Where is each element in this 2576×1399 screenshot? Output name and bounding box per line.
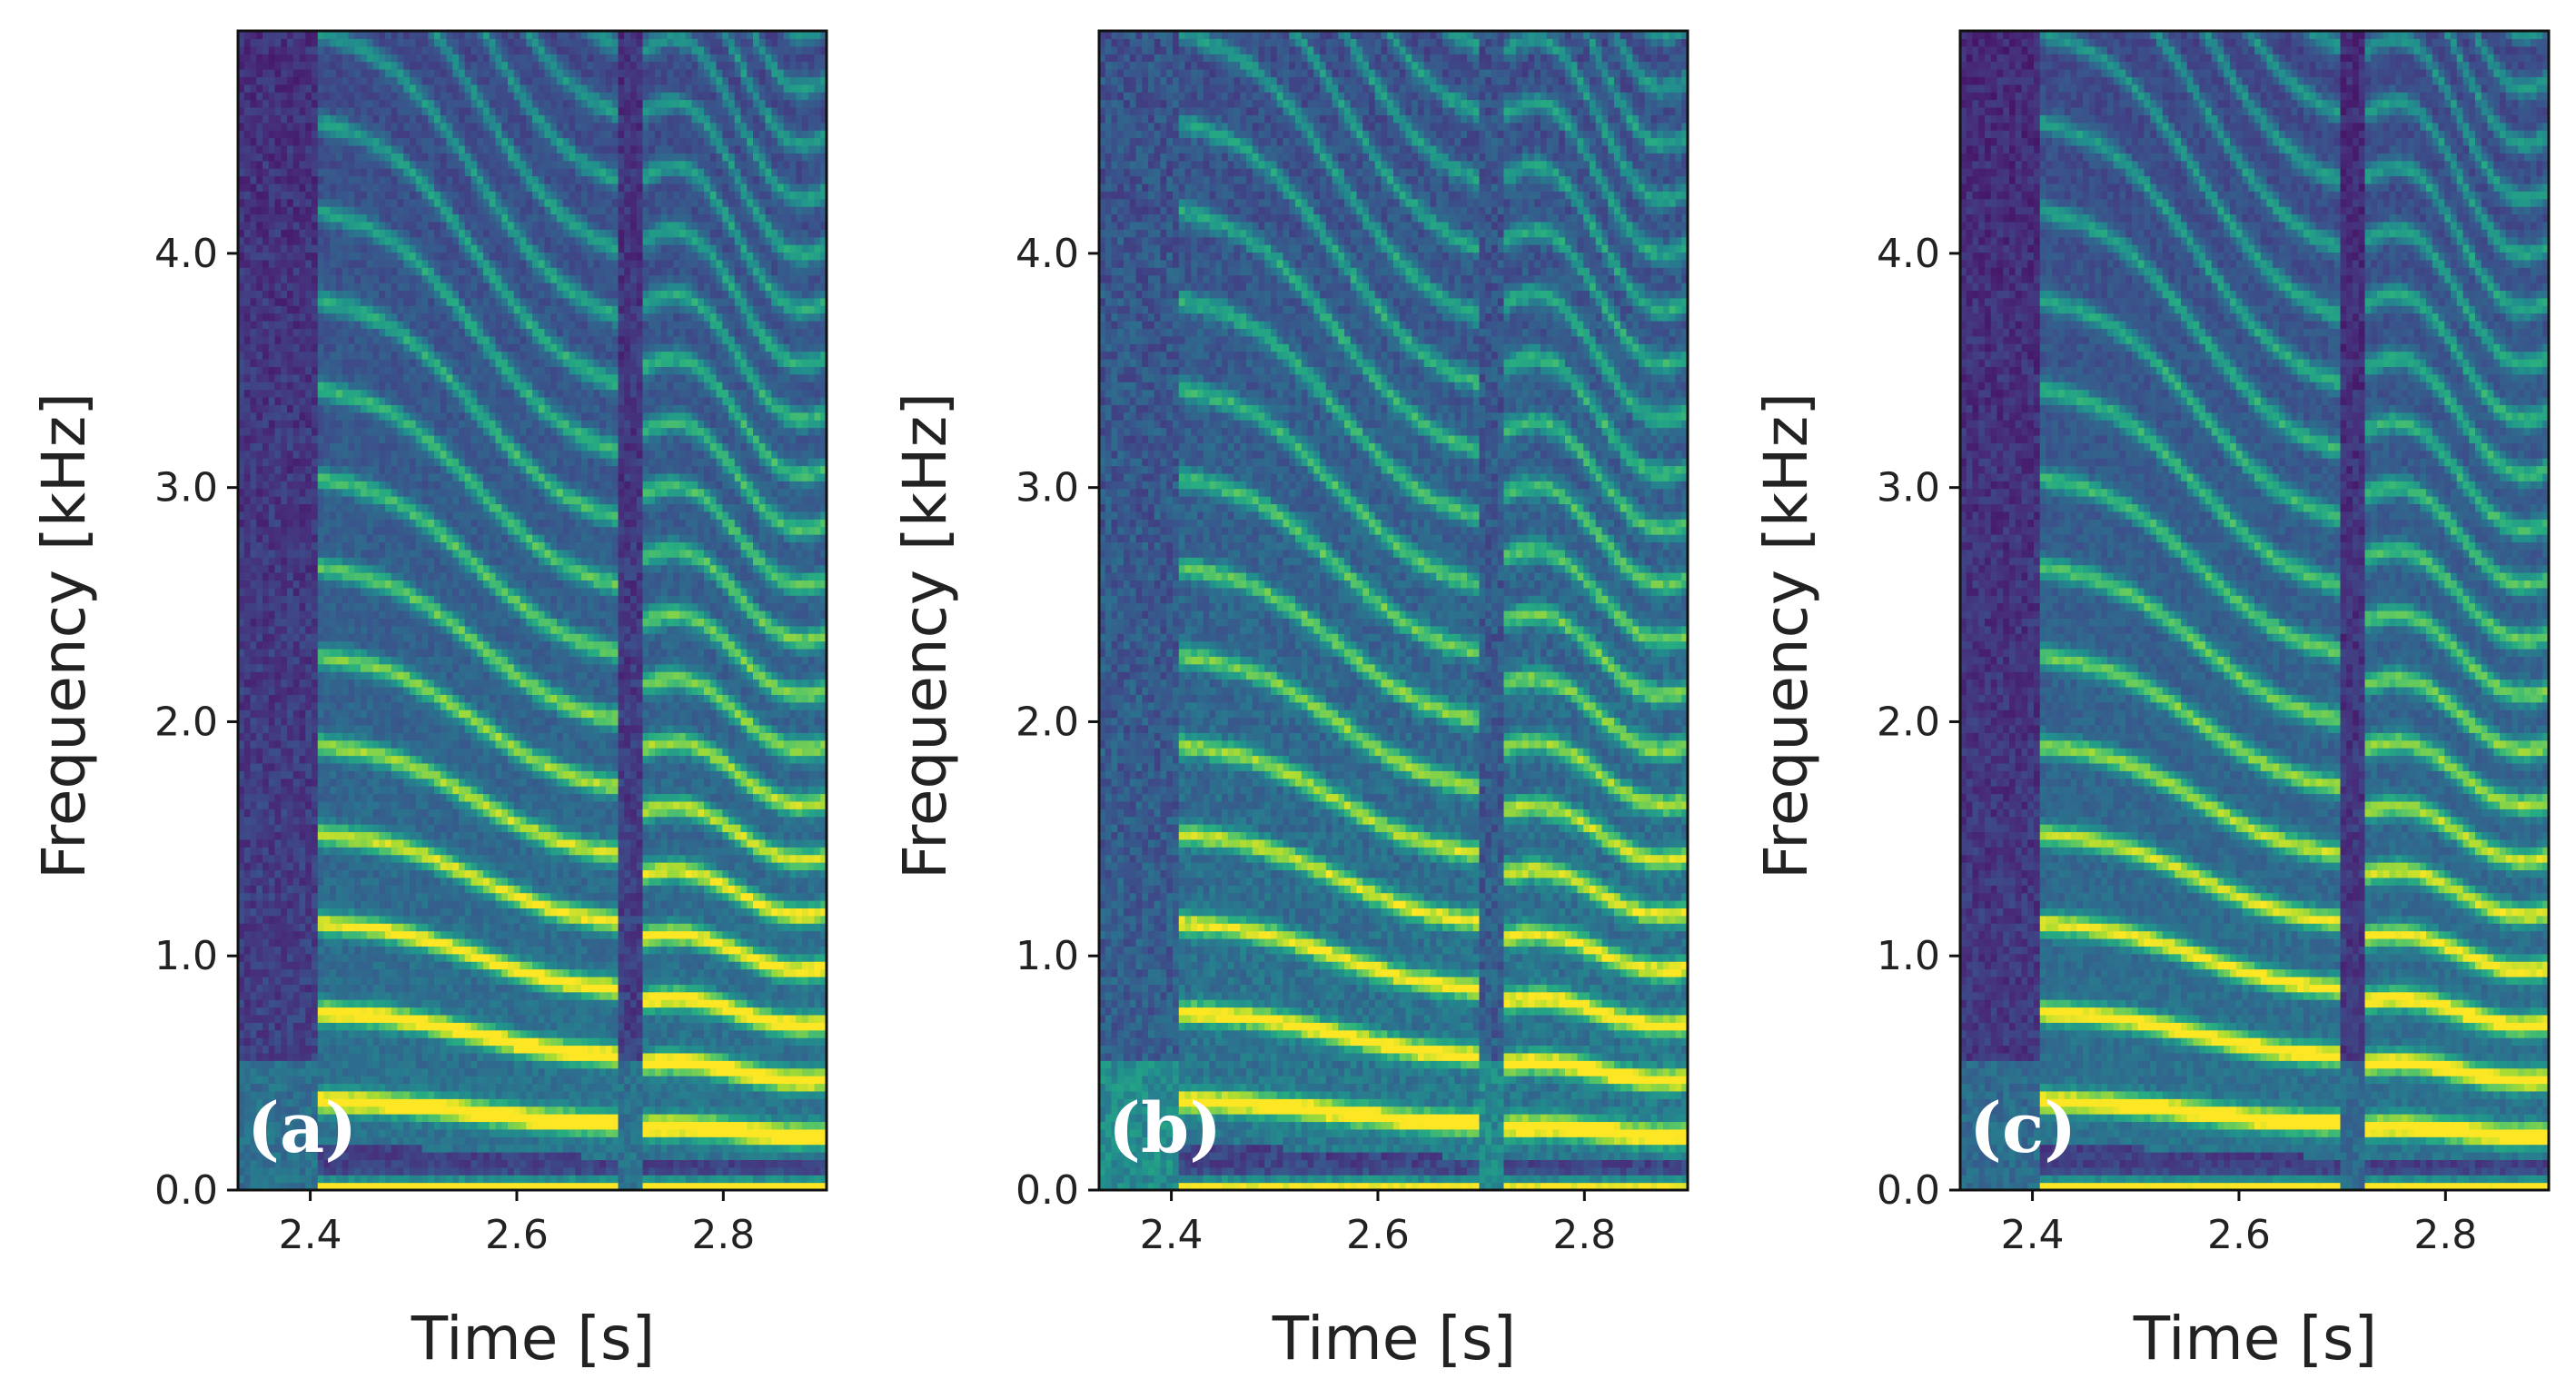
y-tick-label-a-4: 4.0: [154, 231, 218, 277]
panel-c: (c) Time [s] Frequency [kHz] 2.4 2.6 2.8 0.…: [1751, 31, 2550, 1374]
y-tick-label-c-1: 1.0: [1877, 933, 1940, 979]
spectrogram-image-c: [1960, 31, 2550, 1191]
y-tick-label-a-3: 3.0: [154, 465, 218, 511]
x-tick-label-c-0: 2.4: [2001, 1212, 2065, 1258]
y-tick-label-b-0: 0.0: [1016, 1167, 1079, 1214]
panel-a: (a) Time [s] Frequency [kHz] 2.4 2.6 2.8 0.…: [29, 31, 827, 1374]
y-tick-label-c-0: 0.0: [1877, 1167, 1940, 1214]
spectrogram-image-a: [238, 31, 827, 1191]
x-tick-label-b-2: 2.8: [1552, 1212, 1616, 1258]
panel-label-c: (c): [1969, 1087, 2076, 1168]
y-tick-label-b-1: 1.0: [1016, 933, 1079, 979]
y-axis-title-b: Frequency [kHz]: [890, 392, 960, 879]
x-tick-label-a-2: 2.8: [691, 1212, 755, 1258]
y-tick-label-c-2: 2.0: [1877, 699, 1940, 745]
y-axis-title-a: Frequency [kHz]: [29, 392, 99, 879]
x-tick-label-b-1: 2.6: [1346, 1212, 1410, 1258]
y-tick-label-c-4: 4.0: [1877, 231, 1940, 277]
x-tick-label-b-0: 2.4: [1140, 1212, 1204, 1258]
spectrogram-image-b: [1099, 31, 1689, 1191]
y-tick-label-b-3: 3.0: [1016, 465, 1079, 511]
y-tick-label-c-3: 3.0: [1877, 465, 1940, 511]
y-tick-label-a-1: 1.0: [154, 933, 218, 979]
x-tick-label-c-1: 2.6: [2207, 1212, 2271, 1258]
y-tick-label-b-4: 4.0: [1016, 231, 1079, 277]
x-axis-title-c: Time [s]: [2133, 1304, 2377, 1374]
y-tick-label-b-2: 2.0: [1016, 699, 1079, 745]
y-tick-label-a-2: 2.0: [154, 699, 218, 745]
x-tick-label-c-2: 2.8: [2413, 1212, 2477, 1258]
y-tick-label-a-0: 0.0: [154, 1167, 218, 1214]
x-axis-title-a: Time [s]: [411, 1304, 655, 1374]
x-tick-label-a-1: 2.6: [485, 1212, 549, 1258]
panel-label-a: (a): [247, 1087, 357, 1168]
panel-b: (b) Time [s] Frequency [kHz] 2.4 2.6 2.8 0.…: [890, 31, 1689, 1374]
y-axis-title-c: Frequency [kHz]: [1751, 392, 1821, 879]
x-axis-title-b: Time [s]: [1272, 1304, 1516, 1374]
x-tick-label-a-0: 2.4: [279, 1212, 342, 1258]
panel-label-b: (b): [1108, 1087, 1222, 1168]
